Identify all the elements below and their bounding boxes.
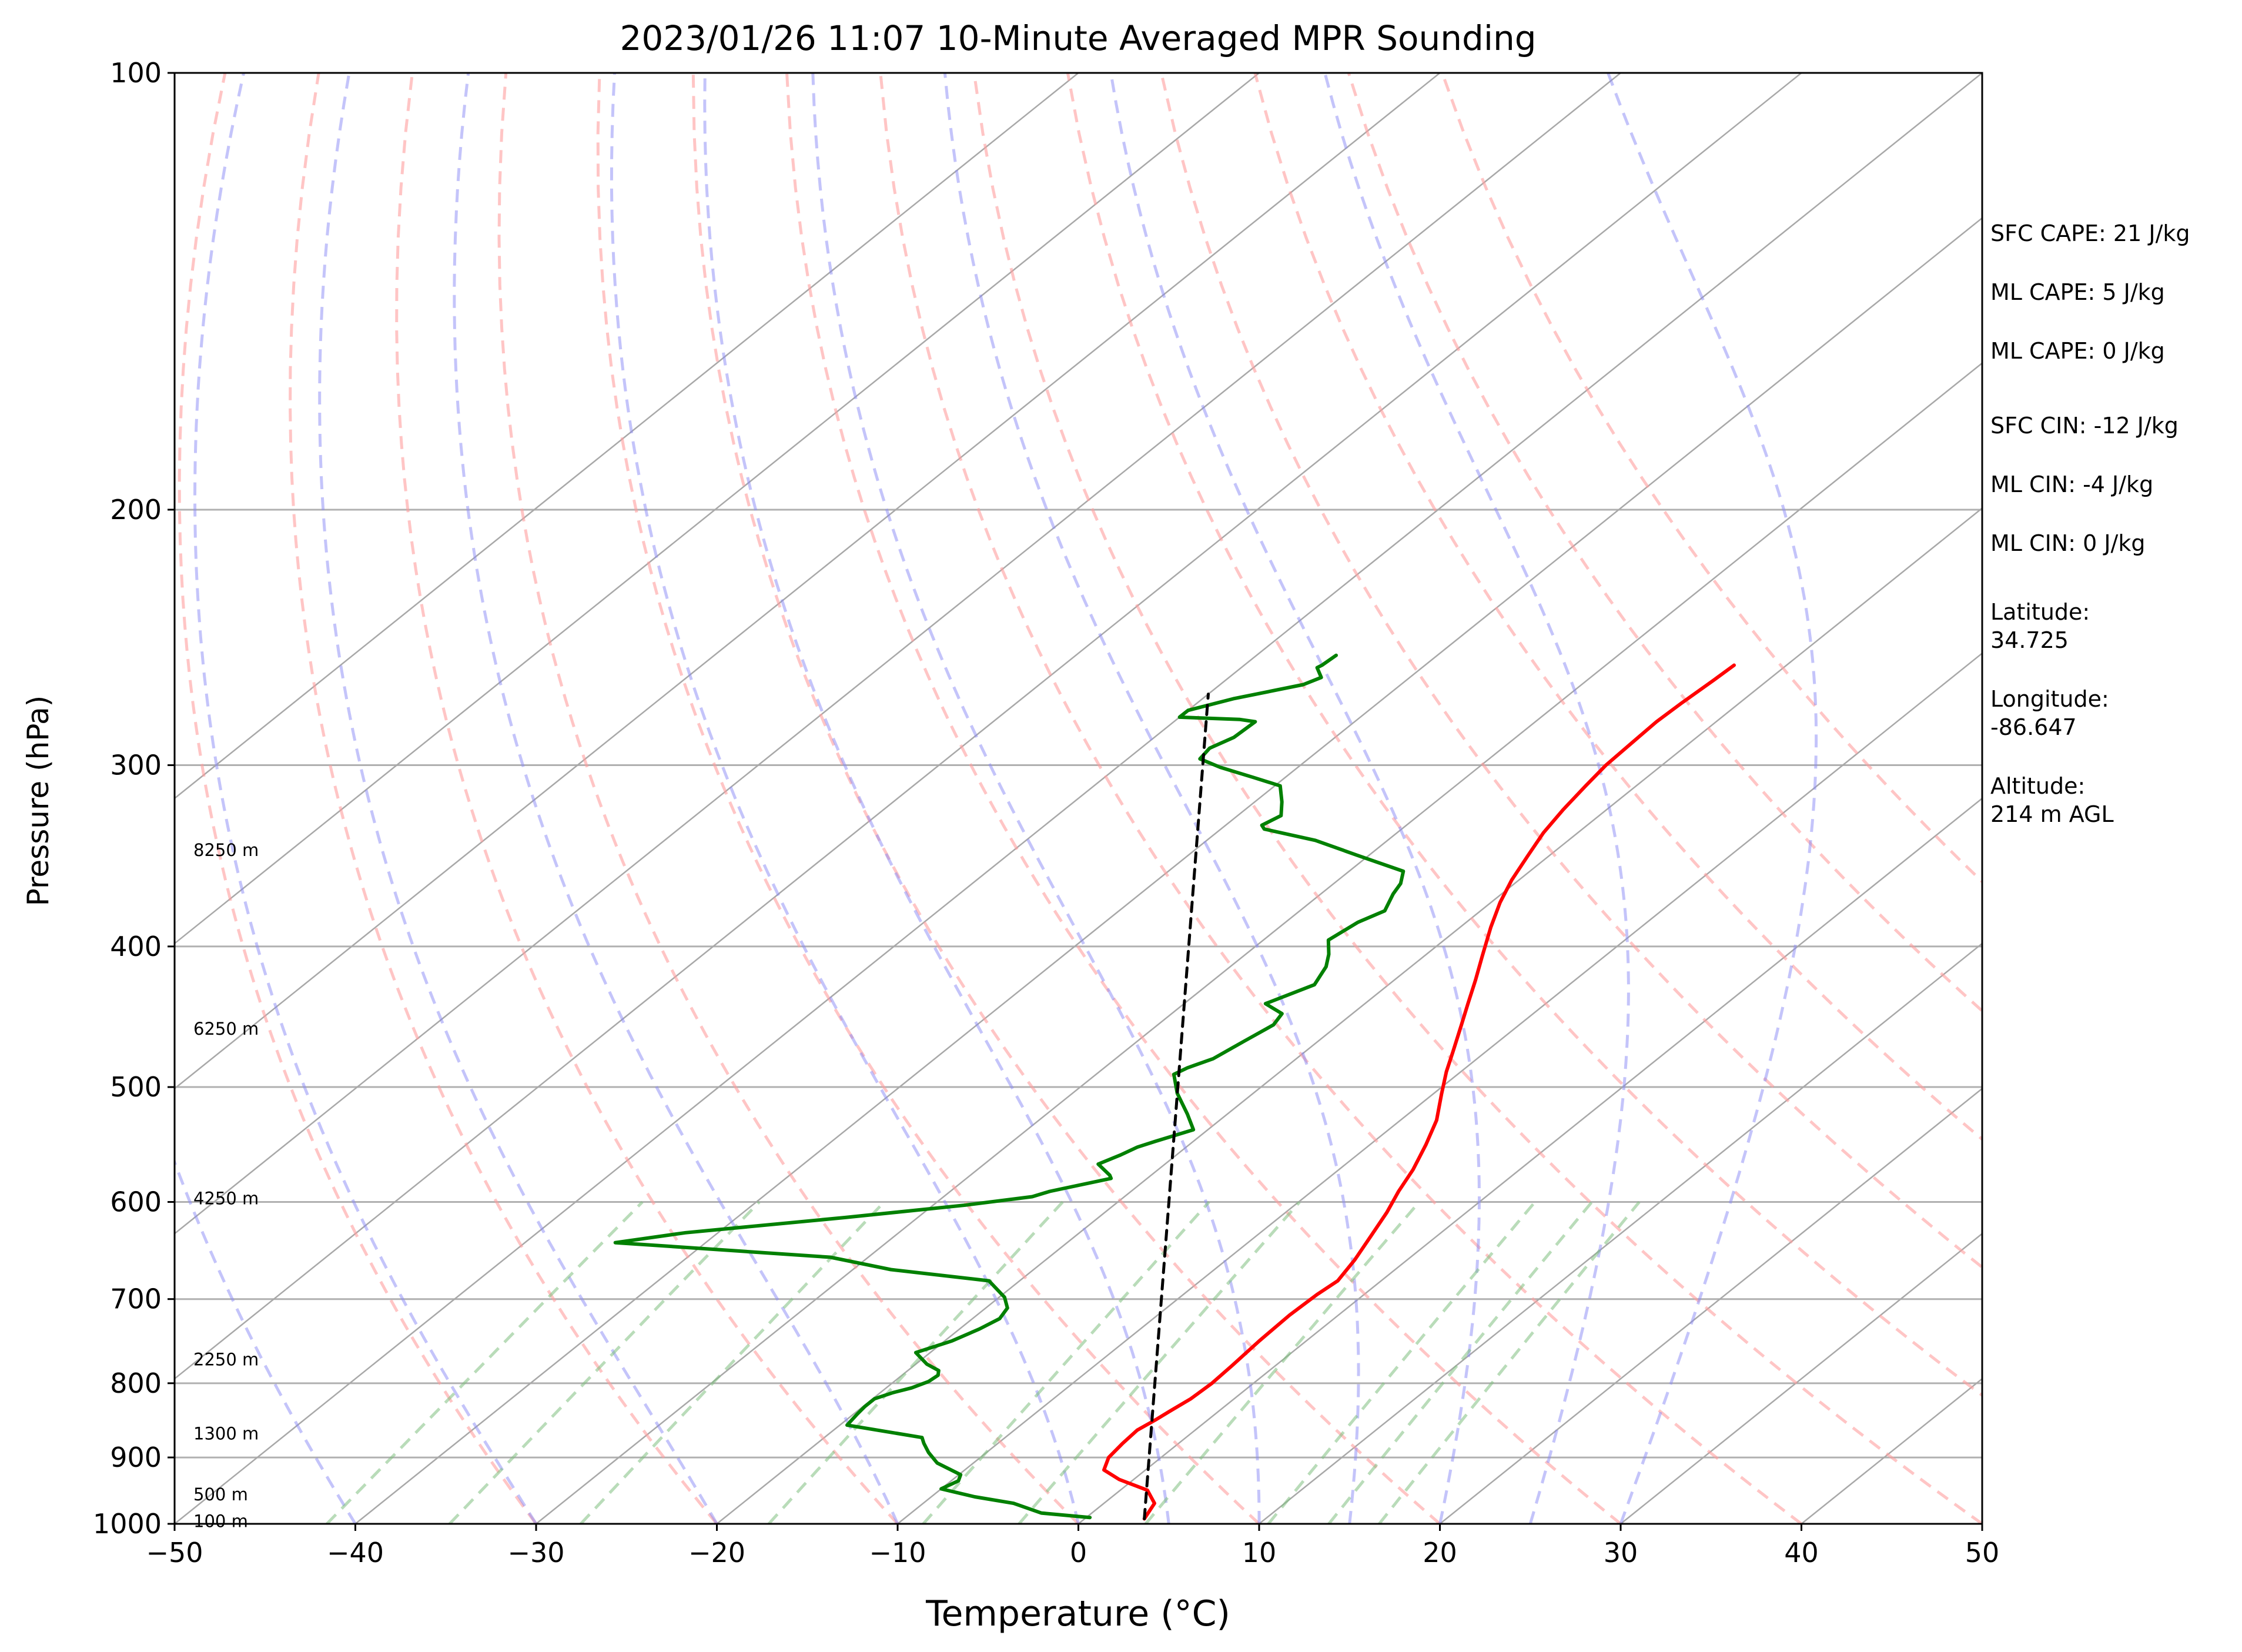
- x-tick-label: −10: [869, 1537, 926, 1569]
- background-lines: [175, 73, 1982, 1524]
- dry-adiabat-line: [1253, 73, 1982, 1142]
- x-tick-label: −50: [146, 1537, 203, 1569]
- height-labels: 8250 m 6250 m 4250 m 2250 m 1300 m 500 m 100 m: [193, 840, 259, 1531]
- moist-adiabat-line: [318, 73, 718, 1524]
- moist-adiabat-line: [1109, 73, 1481, 1524]
- y-axis-label: Pressure (hPa): [21, 695, 55, 907]
- moist-adiabat-line: [1607, 73, 1818, 1524]
- x-tick-label: 50: [1965, 1537, 2000, 1569]
- isotherm-line: [175, 73, 1079, 800]
- mixing-ratio-line: [448, 1200, 761, 1524]
- parcel-profile-line: [1143, 693, 1210, 1520]
- data-lines: [613, 653, 1736, 1521]
- isotherm-line: [175, 73, 1621, 1235]
- x-tick-label: 40: [1784, 1537, 1819, 1569]
- isotherm-line: [175, 73, 1441, 1090]
- stats-panel: SFC CAPE: 21 J/kg ML CAPE: 5 J/kg ML CAPE:…: [1990, 220, 2190, 827]
- mixing-ratio-line: [580, 1200, 885, 1524]
- dry-adiabat-line: [395, 73, 899, 1524]
- mixing-ratio-line: [1144, 1200, 1421, 1524]
- x-tick-label: −20: [688, 1537, 745, 1569]
- isotherm-line: [354, 217, 1982, 1524]
- height-label: 500 m: [193, 1484, 248, 1504]
- isotherm-line: [175, 73, 1982, 1524]
- stat-text: ML CIN: 0 J/kg: [1990, 530, 2145, 556]
- y-tick-label: 500: [110, 1071, 162, 1103]
- x-tick-label: 20: [1423, 1537, 1457, 1569]
- temperature-profile-line: [1102, 663, 1736, 1521]
- y-tick-label: 100: [110, 57, 162, 89]
- isotherm-line: [897, 652, 1982, 1524]
- stat-text: ML CIN: -4 J/kg: [1990, 471, 2153, 497]
- stat-text: ML CAPE: 0 J/kg: [1990, 338, 2165, 364]
- y-tick-label: 400: [110, 931, 162, 962]
- dry-adiabat-line: [879, 73, 1803, 1524]
- mixing-ratio-line: [922, 1200, 1210, 1524]
- dry-adiabat-line: [691, 73, 1441, 1524]
- y-tick-label: 300: [110, 750, 162, 781]
- moist-adiabat-line: [1323, 73, 1630, 1524]
- dry-adiabat-line: [1347, 73, 1982, 1013]
- mixing-ratio-line: [326, 1200, 644, 1524]
- dry-adiabat-line: [1441, 73, 1982, 884]
- location-value: -86.647: [1990, 714, 2077, 740]
- dry-adiabat-line: [1160, 73, 1982, 1269]
- location-label: Longitude:: [1990, 686, 2109, 712]
- y-axis: 100 200 300 400 500 600 700 800 900 1000: [93, 57, 175, 1540]
- y-tick-label: 900: [110, 1442, 162, 1473]
- y-tick-label: 600: [110, 1186, 162, 1218]
- mixing-ratio-line: [1327, 1200, 1594, 1524]
- stat-text: ML CAPE: 5 J/kg: [1990, 279, 2165, 305]
- dry-adiabat-line: [972, 73, 1982, 1524]
- moist-adiabat-line: [610, 73, 1080, 1524]
- x-tick-label: −30: [507, 1537, 564, 1569]
- isotherm-line: [175, 73, 1260, 945]
- isotherm-line: [716, 507, 1982, 1524]
- location-value: 34.725: [1990, 627, 2069, 653]
- x-tick-label: −40: [327, 1537, 384, 1569]
- dry-adiabat-line: [596, 73, 1260, 1524]
- height-label: 2250 m: [193, 1350, 259, 1370]
- moist-adiabat-line: [703, 73, 1170, 1524]
- height-label: 100 m: [193, 1511, 248, 1531]
- x-tick-label: 0: [1070, 1537, 1087, 1569]
- dry-adiabat-line: [785, 73, 1622, 1524]
- mixing-ratio-line: [767, 1200, 1064, 1524]
- moist-adiabat-line: [193, 73, 538, 1524]
- isotherm-line: [536, 362, 1982, 1524]
- stat-text: SFC CAPE: 21 J/kg: [1990, 220, 2190, 246]
- dewpoint-profile-line: [613, 653, 1406, 1520]
- location-value: 214 m AGL: [1990, 801, 2114, 827]
- x-tick-label: 30: [1604, 1537, 1638, 1569]
- chart-title: 2023/01/26 11:07 10-Minute Averaged MPR …: [620, 18, 1536, 58]
- stat-text: SFC CIN: -12 J/kg: [1990, 413, 2179, 439]
- y-tick-label: 700: [110, 1283, 162, 1315]
- mixing-ratio-line: [1267, 1200, 1537, 1524]
- height-label: 4250 m: [193, 1188, 259, 1208]
- x-axis-label: Temperature (°C): [925, 1593, 1230, 1634]
- dry-adiabat-line: [178, 73, 538, 1524]
- height-label: 8250 m: [193, 840, 259, 860]
- dry-adiabat-line: [1066, 73, 1982, 1397]
- isotherm-line: [1439, 1087, 1982, 1524]
- isotherm-line: [1620, 1232, 1982, 1524]
- moist-adiabat-line: [811, 73, 1261, 1524]
- height-label: 6250 m: [193, 1019, 259, 1039]
- location-label: Altitude:: [1990, 773, 2085, 799]
- moist-adiabat-line: [453, 73, 899, 1524]
- x-axis: −50 −40 −30 −20 −10 0 10 20 30 40 50: [146, 1524, 1999, 1569]
- isotherm-line: [1078, 797, 1982, 1524]
- height-label: 1300 m: [193, 1423, 259, 1443]
- y-tick-label: 1000: [93, 1508, 162, 1540]
- isotherm-line: [1259, 942, 1982, 1524]
- dry-adiabat-line: [289, 73, 718, 1524]
- moist-adiabat-line: [175, 1158, 357, 1524]
- y-tick-label: 800: [110, 1367, 162, 1399]
- x-tick-label: 10: [1242, 1537, 1277, 1569]
- location-label: Latitude:: [1990, 599, 2090, 625]
- isotherm-line: [175, 73, 1802, 1380]
- mixing-ratio-line: [1378, 1200, 1641, 1524]
- y-tick-label: 200: [110, 494, 162, 526]
